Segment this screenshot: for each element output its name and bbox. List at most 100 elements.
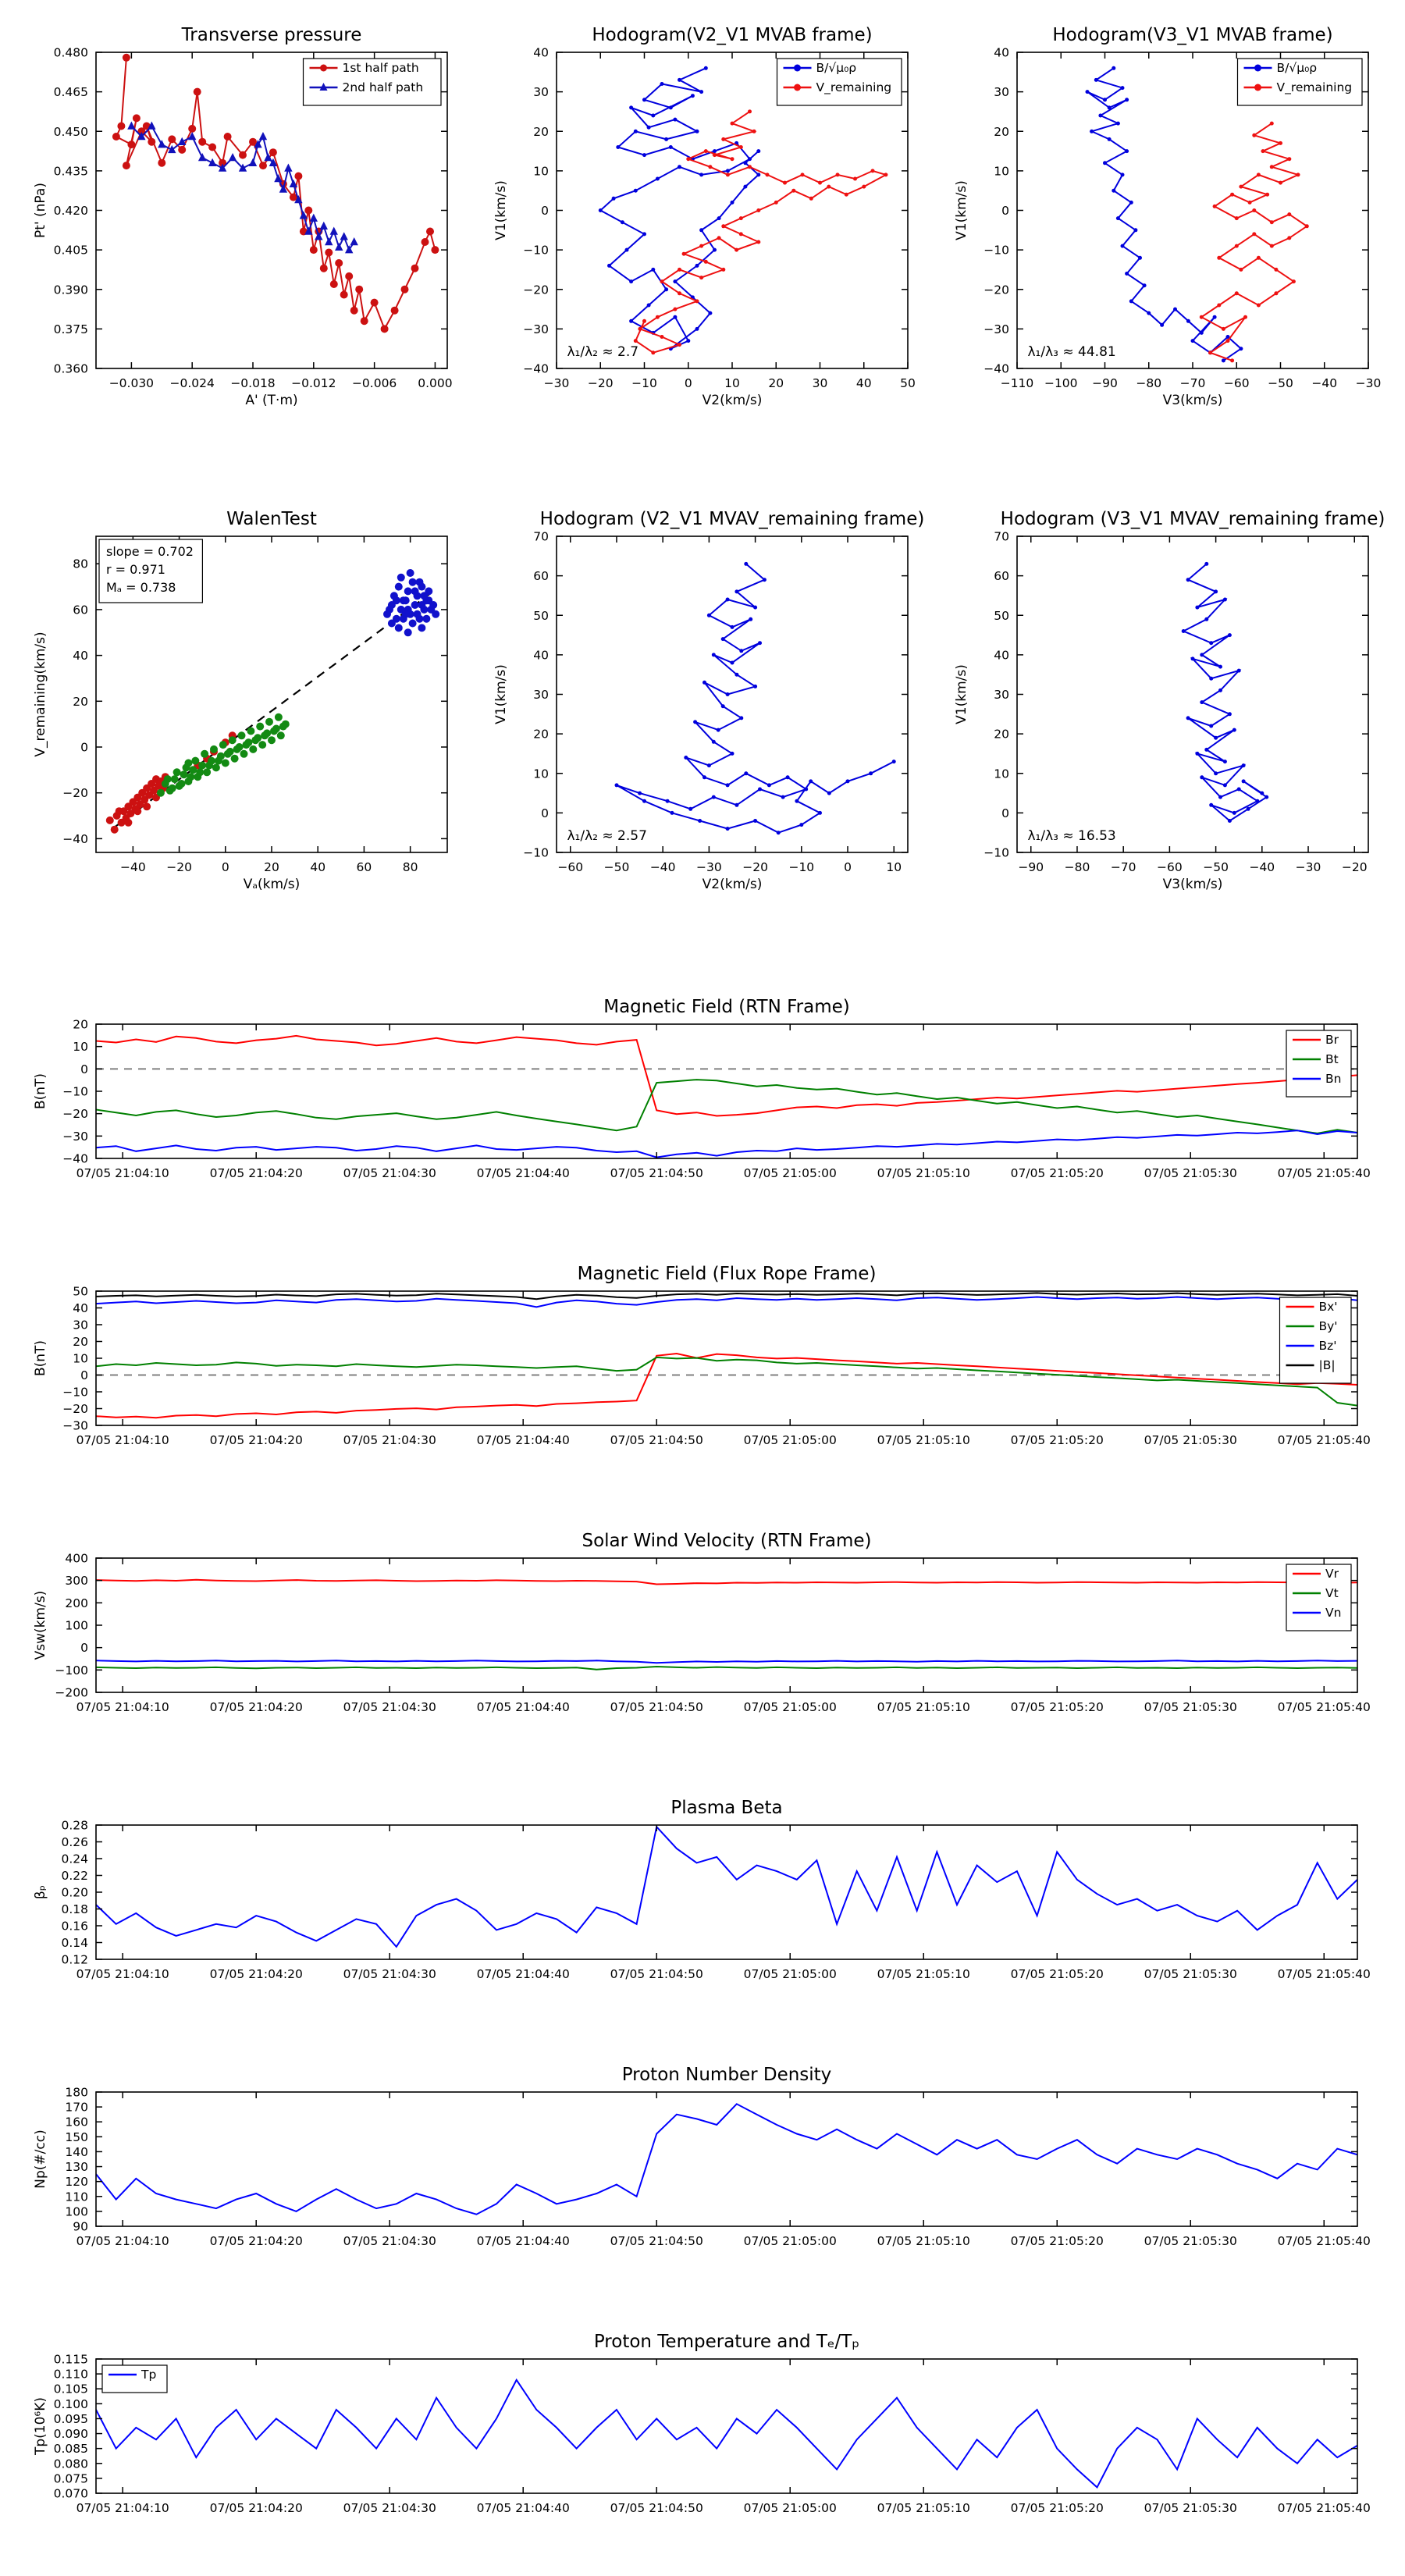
svg-text:V_remaining: V_remaining [816,80,892,95]
svg-text:30: 30 [994,85,1009,99]
chart-hodogram-v3v1-mvav: −90 −80 −70 −60 −50 −40 −30 −20 −10 0 10 20 30 40 50 60… [948,503,1385,898]
svg-text:Plasma Beta: Plasma Beta [670,1798,782,1818]
svg-text:−90: −90 [1018,860,1044,874]
svg-text:−70: −70 [1180,376,1206,390]
svg-text:70: 70 [994,530,1009,544]
svg-text:−30: −30 [523,322,549,336]
svg-text:slope = 0.702: slope = 0.702 [106,544,194,559]
svg-text:90: 90 [73,2220,88,2234]
svg-text:180: 180 [65,2086,88,2100]
svg-text:60: 60 [357,860,372,874]
chart-plasma-beta: 07/05 21:04:10 07/05 21:04:20 07/05 21:04:… [27,1792,1378,1995]
svg-text:10: 10 [73,1040,88,1054]
svg-text:10: 10 [994,767,1009,781]
svg-text:20: 20 [768,376,784,390]
svg-text:100: 100 [65,1619,88,1633]
svg-text:−30: −30 [984,322,1009,336]
svg-text:07/05 21:05:30: 07/05 21:05:30 [1144,2501,1237,2515]
svg-text:0: 0 [80,1641,88,1655]
svg-text:By': By' [1319,1319,1338,1333]
svg-text:0.375: 0.375 [54,322,88,336]
svg-text:0.000: 0.000 [418,376,452,390]
svg-text:80: 80 [73,557,88,571]
svg-text:−100: −100 [55,1663,88,1678]
svg-text:170: 170 [65,2101,88,2115]
svg-text:0: 0 [541,204,549,218]
svg-text:07/05 21:04:20: 07/05 21:04:20 [210,2501,303,2515]
chart-walen-test: −40 −20 0 20 40 60 80 −40 −20 0 20 40 60 80 WalenTest V… [27,503,464,898]
svg-text:07/05 21:05:30: 07/05 21:05:30 [1144,1166,1237,1180]
svg-text:10: 10 [533,767,549,781]
svg-text:07/05 21:04:40: 07/05 21:04:40 [477,2501,570,2515]
svg-text:07/05 21:04:50: 07/05 21:04:50 [610,1433,703,1447]
svg-text:r = 0.971: r = 0.971 [106,562,165,577]
svg-text:−20: −20 [523,283,549,297]
svg-text:07/05 21:05:00: 07/05 21:05:00 [744,1967,837,1981]
svg-text:20: 20 [73,695,88,709]
svg-text:0.420: 0.420 [54,204,88,218]
svg-text:07/05 21:04:50: 07/05 21:04:50 [610,2234,703,2248]
transverse-pressure-plot: −0.030 −0.024 −0.018 −0.012 −0.006 0.000 0.360… [33,25,453,408]
svg-text:−80: −80 [1136,376,1161,390]
svg-text:30: 30 [994,688,1009,702]
svg-text:0: 0 [541,806,549,820]
svg-text:−90: −90 [1092,376,1118,390]
svg-text:0: 0 [80,1062,88,1076]
svg-text:Vr: Vr [1325,1567,1339,1581]
svg-text:0.095: 0.095 [54,2412,88,2426]
svg-text:−0.030: −0.030 [109,376,154,390]
svg-text:07/05 21:05:20: 07/05 21:05:20 [1011,2234,1104,2248]
chart-transverse-pressure: −0.030 −0.024 −0.018 −0.012 −0.006 0.000 0.360… [27,20,464,414]
svg-text:40: 40 [533,46,549,60]
svg-text:0: 0 [80,1368,88,1382]
svg-text:0.360: 0.360 [54,362,88,376]
svg-text:Hodogram (V2_V1 MVAV_remaining: Hodogram (V2_V1 MVAV_remaining frame) [540,509,925,529]
svg-text:07/05 21:05:20: 07/05 21:05:20 [1011,1433,1104,1447]
svg-text:−30: −30 [62,1419,88,1433]
svg-text:110: 110 [65,2190,88,2204]
svg-text:Transverse pressure: Transverse pressure [181,25,362,45]
svg-text:50: 50 [73,1285,88,1299]
svg-text:0.405: 0.405 [54,244,88,258]
svg-text:−30: −30 [1356,376,1382,390]
svg-text:−10: −10 [984,846,1009,860]
svg-text:07/05 21:05:20: 07/05 21:05:20 [1011,1967,1104,1981]
svg-text:80: 80 [403,860,418,874]
svg-text:60: 60 [994,569,1009,583]
svg-text:0.105: 0.105 [54,2382,88,2396]
svg-text:07/05 21:04:10: 07/05 21:04:10 [76,1433,169,1447]
svg-text:0.090: 0.090 [54,2427,88,2441]
svg-text:λ₁/λ₂ ≈ 2.57: λ₁/λ₂ ≈ 2.57 [567,828,647,844]
svg-text:0.465: 0.465 [54,85,88,99]
svg-text:V3(km/s): V3(km/s) [1163,393,1223,408]
svg-text:−10: −10 [984,244,1009,258]
svg-text:A' (T·m): A' (T·m) [245,393,297,408]
svg-text:10: 10 [73,1352,88,1366]
hodogram-v3v1-mvav-plot: −90 −80 −70 −60 −50 −40 −30 −20 −10 0 10 20 30 40 50 60… [954,509,1385,892]
svg-text:−100: −100 [1044,376,1078,390]
svg-text:07/05 21:04:40: 07/05 21:04:40 [477,1433,570,1447]
svg-text:Bn: Bn [1325,1072,1341,1086]
svg-text:07/05 21:04:30: 07/05 21:04:30 [343,2234,436,2248]
svg-text:2nd half path: 2nd half path [343,80,424,94]
svg-text:0.16: 0.16 [61,1920,88,1934]
svg-text:07/05 21:05:40: 07/05 21:05:40 [1278,1433,1371,1447]
svg-text:V3(km/s): V3(km/s) [1163,877,1223,892]
svg-text:B/√μ₀ρ: B/√μ₀ρ [816,61,857,75]
svg-text:0.14: 0.14 [61,1936,88,1950]
svg-text:10: 10 [533,164,549,178]
svg-text:−40: −40 [62,1152,88,1166]
svg-text:07/05 21:04:40: 07/05 21:04:40 [477,1700,570,1714]
svg-text:Np(#/cc): Np(#/cc) [33,2129,48,2188]
svg-text:07/05 21:05:10: 07/05 21:05:10 [877,1166,970,1180]
svg-text:30: 30 [533,85,549,99]
svg-text:07/05 21:04:40: 07/05 21:04:40 [477,1166,570,1180]
svg-text:−40: −40 [650,860,676,874]
svg-text:40: 40 [994,46,1009,60]
svg-text:0.115: 0.115 [54,2353,88,2367]
svg-text:0.390: 0.390 [54,283,88,297]
svg-text:V1(km/s): V1(km/s) [954,664,969,724]
svg-text:WalenTest: WalenTest [226,509,317,529]
svg-text:−10: −10 [523,244,549,258]
svg-text:10: 10 [886,860,902,874]
